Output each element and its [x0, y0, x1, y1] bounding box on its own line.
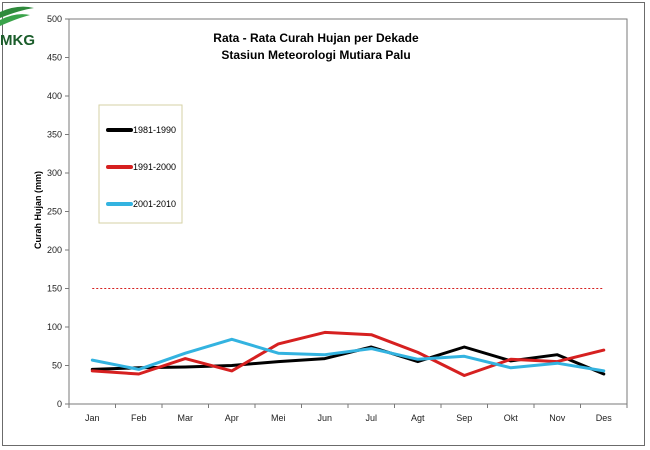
x-tick-label: Jul — [365, 413, 377, 423]
x-tick-label: Apr — [225, 413, 239, 423]
series-group — [90, 330, 606, 377]
x-tick-label: Des — [596, 413, 613, 423]
x-tick-label: Jun — [317, 413, 332, 423]
axes: 0 50 100 150 200 250 300 350 400 450 500 Jan Feb Mar A… — [47, 14, 628, 423]
x-tick-label: Feb — [131, 413, 147, 423]
y-tick-label: 0 — [57, 399, 62, 409]
y-tick-label: 300 — [47, 168, 62, 178]
series-line-1991-2000 — [90, 330, 606, 377]
y-tick-label: 50 — [52, 361, 62, 371]
y-tick-label: 150 — [47, 284, 62, 294]
logo-text: MKG — [0, 32, 35, 49]
legend-label: 2001-2010 — [133, 199, 176, 209]
legend: 1981-1990 1991-2000 2001-2010 — [98, 104, 183, 224]
legend-label: 1981-1990 — [133, 125, 176, 135]
y-tick-label: 450 — [47, 53, 62, 63]
legend-label: 1991-2000 — [133, 162, 176, 172]
y-tick-label: 400 — [47, 91, 62, 101]
x-tick-label: Nov — [549, 413, 566, 423]
y-tick-label: 200 — [47, 245, 62, 255]
x-tick-label: Mar — [178, 413, 194, 423]
y-tick-label: 500 — [47, 14, 62, 24]
y-tick-label: 350 — [47, 130, 62, 140]
series-line-2001-2010 — [90, 337, 606, 373]
x-tick-label: Sep — [456, 413, 472, 423]
x-tick-label: Agt — [411, 413, 425, 423]
y-tick-label: 100 — [47, 322, 62, 332]
chart-subtitle: Stasiun Meteorologi Mutiara Palu — [221, 48, 410, 62]
logo-wing-icon — [0, 6, 34, 26]
x-tick-label: Jan — [85, 413, 100, 423]
x-tick-label: Mei — [271, 413, 286, 423]
x-tick-label: Okt — [504, 413, 519, 423]
y-axis-label: Curah Hujan (mm) — [33, 171, 43, 249]
bmkg-logo: MKG — [0, 0, 40, 50]
chart-title: Rata - Rata Curah Hujan per Dekade — [213, 31, 419, 45]
y-tick-label: 250 — [47, 207, 62, 217]
